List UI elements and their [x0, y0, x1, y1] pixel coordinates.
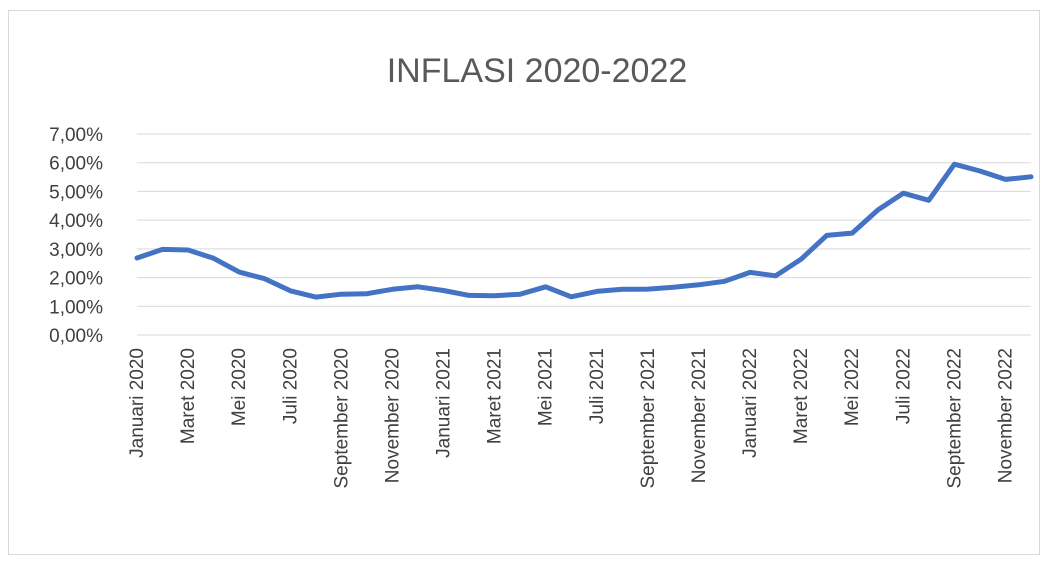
x-tick-label: Maret 2021 — [485, 348, 506, 444]
x-axis: Januari 2020 Maret 2020 Mei 2020 Juli 2020 S… — [127, 348, 1016, 489]
gridlines — [137, 133, 1031, 336]
y-tick-label: 0,00% — [49, 326, 103, 347]
y-tick-label: 5,00% — [49, 182, 103, 203]
series-line — [134, 161, 1034, 300]
y-axis: 0,00% 1,00% 2,00% 3,00% 4,00% 5,00% 6,00% 7,00% — [49, 125, 103, 347]
x-tick-label: September 2021 — [638, 348, 659, 489]
x-tick-label: Mei 2022 — [842, 348, 863, 426]
x-tick-label: November 2020 — [382, 348, 403, 483]
x-tick-label: September 2022 — [944, 348, 965, 489]
x-tick-label: Mei 2021 — [536, 348, 557, 426]
x-tick-label: Mei 2020 — [229, 348, 250, 426]
x-tick-label: Januari 2020 — [127, 348, 148, 458]
x-tick-label: Maret 2020 — [178, 348, 199, 444]
chart-frame — [8, 10, 1040, 555]
x-tick-label: Januari 2022 — [740, 348, 761, 458]
x-tick-label: Juli 2022 — [893, 348, 914, 424]
x-tick-label: Juli 2021 — [587, 348, 608, 424]
chart-title: INFLASI 2020-2022 — [387, 52, 688, 90]
y-tick-label: 4,00% — [49, 211, 103, 232]
y-tick-label: 2,00% — [49, 269, 103, 290]
x-tick-label: September 2020 — [331, 348, 352, 489]
y-tick-label: 1,00% — [49, 297, 103, 318]
y-tick-label: 7,00% — [49, 125, 103, 146]
x-tick-label: November 2021 — [689, 348, 710, 483]
x-tick-label: Maret 2022 — [791, 348, 812, 444]
x-tick-label: Juli 2020 — [280, 348, 301, 424]
y-tick-label: 3,00% — [49, 240, 103, 261]
x-tick-label: Januari 2021 — [434, 348, 455, 458]
x-tick-label: November 2022 — [995, 348, 1016, 483]
y-tick-label: 6,00% — [49, 154, 103, 175]
